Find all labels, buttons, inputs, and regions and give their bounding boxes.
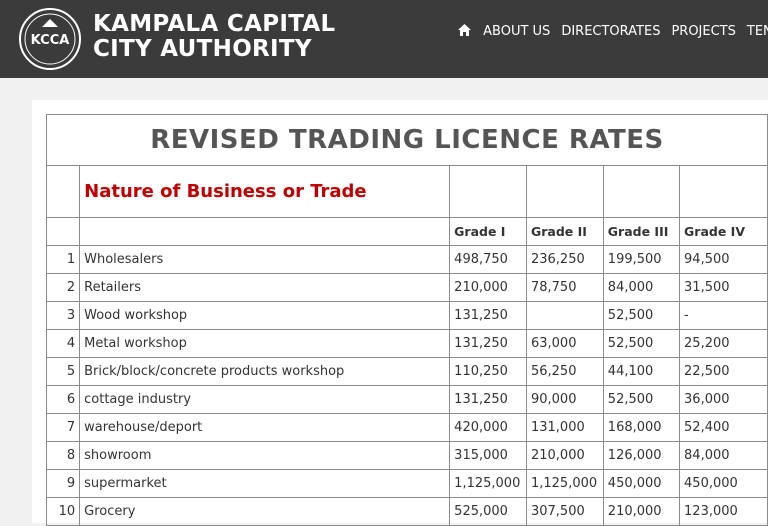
- rate-cell: 131,000: [525, 413, 604, 442]
- table-row: 5 Brick/block/concrete products workshop 1…: [45, 357, 768, 386]
- column-header: Grade IV: [679, 217, 768, 246]
- rate-cell: -: [679, 301, 768, 330]
- rate-cell: 450,000: [602, 469, 681, 498]
- business-name: Retailers: [79, 273, 451, 302]
- cell: [79, 217, 451, 246]
- row-number: 10: [45, 497, 81, 526]
- cell: [679, 165, 768, 218]
- cell: [45, 165, 81, 218]
- nav-item[interactable]: PROJECTS: [671, 24, 736, 39]
- rate-cell: 22,500: [679, 357, 768, 386]
- row-number: 2: [45, 273, 81, 302]
- nav-item[interactable]: ABOUT US: [483, 24, 551, 39]
- business-name: warehouse/deport: [79, 413, 451, 442]
- nav: ABOUT US DIRECTORATES PROJECTS TENDERS: [458, 24, 768, 39]
- cell: [602, 165, 681, 218]
- rate-cell: 131,250: [449, 301, 527, 330]
- header: KCCA KAMPALA CAPITAL CITY AUTHORITY ABOU…: [0, 0, 768, 78]
- cell: [449, 165, 527, 218]
- table-row: 1 Wholesalers 498,750 236,250 199,500 94,500: [45, 245, 768, 274]
- rate-cell: 420,000: [449, 413, 527, 442]
- rate-cell: 52,500: [602, 385, 681, 414]
- logo[interactable]: KCCA: [18, 7, 82, 71]
- rate-cell: 36,000: [679, 385, 768, 414]
- column-header: Grade III: [602, 217, 681, 246]
- column-header: Grade II: [525, 217, 604, 246]
- table-row: 3 Wood workshop 131,250 52,500-: [45, 301, 768, 330]
- table-row: 7 warehouse/deport 420,000 131,000 168,000 52…: [45, 413, 768, 442]
- home-icon[interactable]: [458, 24, 471, 36]
- rate-cell: 210,000: [525, 441, 604, 470]
- row-number: 6: [45, 385, 81, 414]
- rate-cell: 199,500: [602, 245, 681, 274]
- subtitle-row: Nature of Business or Trade: [45, 165, 768, 218]
- rate-cell: 236,250: [525, 245, 604, 274]
- business-name: showroom: [79, 441, 451, 470]
- business-name: Brick/block/concrete products workshop: [79, 357, 451, 386]
- rate-cell: 307,500: [525, 497, 604, 526]
- business-name: Grocery: [79, 497, 451, 526]
- rate-cell: 52,500: [602, 301, 681, 330]
- cell: [45, 217, 81, 246]
- row-number: 3: [45, 301, 81, 330]
- table-row: 10 Grocery 525,000 307,500 210,000 123,000: [45, 497, 768, 526]
- table-subtitle: Nature of Business or Trade: [79, 165, 451, 218]
- row-number: 9: [45, 469, 81, 498]
- business-name: Metal workshop: [79, 329, 451, 358]
- row-number: 7: [45, 413, 81, 442]
- rate-cell: 44,100: [602, 357, 681, 386]
- rate-cell: 210,000: [449, 273, 527, 302]
- row-number: 4: [45, 329, 81, 358]
- row-number: 5: [45, 357, 81, 386]
- rate-cell: 131,250: [449, 329, 527, 358]
- rate-cell: 1,125,000: [449, 469, 527, 498]
- table-row: 2 Retailers 210,000 78,750 84,000 31,500: [45, 273, 768, 302]
- business-name: Wholesalers: [79, 245, 451, 274]
- rate-cell: 52,500: [602, 329, 681, 358]
- site-title[interactable]: CITY AUTHORITY: [93, 36, 312, 62]
- rate-cell: 1,125,000: [525, 469, 604, 498]
- logo-text: KCCA: [31, 33, 70, 48]
- table-row: 8 showroom 315,000 210,000 126,000 84,000: [45, 441, 768, 470]
- rate-cell: 131,250: [449, 385, 527, 414]
- rate-cell: 90,000: [525, 385, 604, 414]
- rate-cell: 63,000: [525, 329, 604, 358]
- table-row: 6 cottage industry 131,250 90,000 52,500 36,0…: [45, 385, 768, 414]
- business-name: Wood workshop: [79, 301, 451, 330]
- table-row: 4 Metal workshop 131,250 63,000 52,500 25,200: [45, 329, 768, 358]
- rate-cell: 315,000: [449, 441, 527, 470]
- header-row: Grade I Grade II Grade III Grade IV: [45, 217, 768, 246]
- rate-cell: 168,000: [602, 413, 681, 442]
- nav-item[interactable]: DIRECTORATES: [561, 24, 661, 39]
- rates-table: REVISED TRADING LICENCE RATES Nature of …: [45, 114, 768, 526]
- table-row: 9 supermarket 1,125,000 1,125,000 450,000 450…: [45, 469, 768, 498]
- table-title: REVISED TRADING LICENCE RATES: [46, 114, 768, 166]
- rate-cell: 110,250: [449, 357, 527, 386]
- rate-cell: 84,000: [679, 441, 768, 470]
- rate-cell: 84,000: [602, 273, 681, 302]
- rate-cell: 31,500: [679, 273, 768, 302]
- rate-cell: 126,000: [602, 441, 681, 470]
- rate-cell: 52,400: [679, 413, 768, 442]
- rate-cell: 498,750: [449, 245, 527, 274]
- site-title[interactable]: KAMPALA CAPITAL: [93, 11, 336, 37]
- rate-cell: 56,250: [525, 357, 604, 386]
- rate-cell: 123,000: [679, 497, 768, 526]
- rate-cell: 525,000: [449, 497, 527, 526]
- cell: [525, 165, 604, 218]
- rate-cell: 450,000: [679, 469, 768, 498]
- row-number: 8: [45, 441, 81, 470]
- row-number: 1: [45, 245, 81, 274]
- rate-cell: [525, 301, 604, 330]
- rate-cell: 25,200: [679, 329, 768, 358]
- business-name: cottage industry: [79, 385, 451, 414]
- rate-cell: 210,000: [602, 497, 681, 526]
- business-name: supermarket: [79, 469, 451, 498]
- column-header: Grade I: [449, 217, 527, 246]
- rate-cell: 78,750: [525, 273, 604, 302]
- rate-cell: 94,500: [679, 245, 768, 274]
- nav-item[interactable]: TENDERS: [746, 24, 768, 39]
